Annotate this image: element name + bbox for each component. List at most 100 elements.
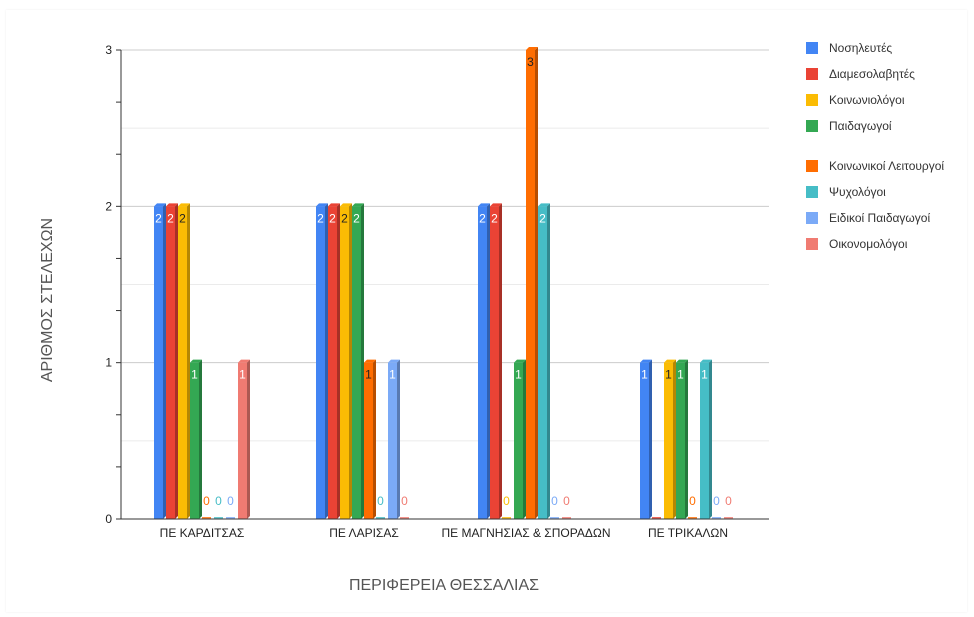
- bar-top: [490, 203, 502, 207]
- data-label: 1: [665, 368, 672, 382]
- bar: [700, 362, 709, 519]
- data-label: 1: [365, 368, 372, 382]
- data-label: 2: [179, 211, 186, 225]
- data-label: 2: [155, 211, 162, 225]
- bar: [478, 206, 487, 520]
- data-label: 2: [329, 211, 336, 225]
- data-label: 0: [203, 494, 210, 508]
- gridlines: [121, 49, 769, 442]
- data-label: 0: [725, 494, 732, 508]
- bar-side: [649, 359, 652, 519]
- bar-side: [523, 359, 526, 519]
- bar-top: [154, 203, 166, 207]
- bar: [202, 517, 211, 519]
- data-label: 2: [341, 211, 348, 225]
- bar: [340, 206, 349, 520]
- bar: [664, 362, 673, 519]
- bar: [238, 362, 247, 519]
- category-label: ΠΕ ΜΑΓΝΗΣΙΑΣ & ΣΠΟΡΑΔΩΝ: [442, 526, 611, 540]
- bar-top: [388, 359, 400, 363]
- bar: [316, 206, 325, 520]
- bar-top: [664, 359, 676, 363]
- bar: [640, 362, 649, 519]
- data-label: 0: [713, 494, 720, 508]
- data-label: 2: [479, 211, 486, 225]
- bar-top: [238, 359, 250, 363]
- data-label: 1: [191, 368, 198, 382]
- bar: [166, 206, 175, 520]
- data-label: 0: [401, 494, 408, 508]
- bar: [364, 362, 373, 519]
- bar-side: [547, 203, 550, 520]
- legend-item: Διαμεσολαβητές: [806, 67, 915, 81]
- legend-label: Ψυχολόγοι: [829, 185, 886, 199]
- legend-swatch: [806, 94, 818, 106]
- legend-swatch: [806, 212, 818, 224]
- bar-side: [337, 203, 340, 520]
- data-label: 0: [377, 494, 384, 508]
- data-label: 2: [317, 211, 324, 225]
- category-label: ΠΕ ΚΑΡΔΙΤΣΑΣ: [160, 526, 245, 540]
- bar: [688, 517, 697, 519]
- bar-side: [397, 359, 400, 519]
- bar-side: [499, 203, 502, 520]
- legend-swatch: [806, 42, 818, 54]
- data-label: 0: [227, 494, 234, 508]
- legend-label: Ειδικοί Παιδαγωγοί: [829, 211, 930, 225]
- bar-top: [178, 203, 190, 207]
- bar-top: [364, 359, 376, 363]
- data-label: 0: [503, 494, 510, 508]
- data-label: 0: [215, 494, 222, 508]
- bar-side: [247, 359, 250, 519]
- data-label: 0: [689, 494, 696, 508]
- bar-side: [709, 359, 712, 519]
- bar-top: [340, 203, 352, 207]
- legend-item: Ειδικοί Παιδαγωγοί: [806, 211, 930, 225]
- bar: [550, 517, 559, 519]
- legend-swatch: [806, 68, 818, 80]
- legend-swatch: [806, 120, 818, 132]
- bar: [502, 517, 511, 519]
- bar: [538, 206, 547, 520]
- data-label: 1: [239, 368, 246, 382]
- y-tick-label: 1: [105, 356, 112, 370]
- bar: [526, 50, 535, 519]
- y-tick-label: 3: [105, 43, 112, 57]
- bar-side: [349, 203, 352, 520]
- bar-top: [190, 359, 202, 363]
- bar: [214, 517, 223, 519]
- bar-top: [538, 203, 550, 207]
- axes: [116, 49, 769, 520]
- bar: [190, 362, 199, 519]
- bar: [724, 517, 733, 519]
- data-label: 0: [551, 494, 558, 508]
- legend-swatch: [806, 186, 818, 198]
- bar: [562, 517, 571, 519]
- data-label: 0: [563, 494, 570, 508]
- bar-top: [352, 203, 364, 207]
- y-tick-label: 0: [105, 512, 112, 526]
- category-label: ΠΕ ΤΡΙΚΑΛΩΝ: [648, 526, 728, 540]
- bar-top: [316, 203, 328, 207]
- bar-side: [325, 203, 328, 520]
- bar-top: [514, 359, 526, 363]
- bar: [178, 206, 187, 520]
- data-label: 1: [389, 368, 396, 382]
- x-axis-title: ΠΕΡΙΦΕΡΕΙΑ ΘΕΣΣΑΛΙΑΣ: [349, 577, 539, 594]
- bar: [676, 362, 685, 519]
- y-tick-label: 2: [105, 199, 112, 213]
- y-axis-title: ΑΡΙΘΜΟΣ ΣΤΕΛΕΧΩΝ: [39, 218, 56, 382]
- bar-side: [175, 203, 178, 520]
- bar-side: [535, 47, 538, 519]
- data-label: 2: [353, 211, 360, 225]
- bar-side: [685, 359, 688, 519]
- bar-side: [187, 203, 190, 520]
- legend-swatch: [806, 160, 818, 172]
- legend-label: Κοινωνιολόγοι: [829, 93, 905, 107]
- bar-top: [328, 203, 340, 207]
- legend-item: Κοινωνιολόγοι: [806, 93, 905, 107]
- data-label: 1: [515, 368, 522, 382]
- bar-side: [487, 203, 490, 520]
